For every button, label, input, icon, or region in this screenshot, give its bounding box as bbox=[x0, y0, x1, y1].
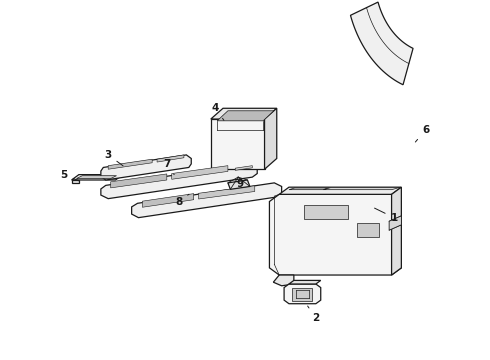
Polygon shape bbox=[228, 180, 250, 189]
Text: 7: 7 bbox=[163, 159, 174, 175]
Polygon shape bbox=[235, 166, 252, 170]
Polygon shape bbox=[392, 187, 401, 275]
Text: 6: 6 bbox=[416, 125, 429, 142]
Polygon shape bbox=[289, 280, 321, 284]
Polygon shape bbox=[357, 223, 379, 237]
Polygon shape bbox=[292, 288, 313, 301]
Text: 4: 4 bbox=[212, 103, 224, 120]
Polygon shape bbox=[157, 155, 184, 162]
Polygon shape bbox=[279, 187, 401, 194]
Polygon shape bbox=[265, 108, 277, 169]
Polygon shape bbox=[101, 164, 257, 199]
Text: 1: 1 bbox=[374, 208, 398, 222]
Polygon shape bbox=[350, 2, 413, 85]
Polygon shape bbox=[132, 183, 282, 218]
Polygon shape bbox=[198, 186, 255, 199]
Text: 9: 9 bbox=[237, 179, 244, 189]
Text: 2: 2 bbox=[308, 306, 319, 323]
Polygon shape bbox=[76, 176, 117, 179]
Polygon shape bbox=[217, 111, 274, 121]
Polygon shape bbox=[211, 119, 265, 169]
Polygon shape bbox=[111, 174, 167, 188]
Polygon shape bbox=[273, 275, 294, 286]
Text: 3: 3 bbox=[104, 150, 123, 166]
Polygon shape bbox=[172, 166, 228, 179]
Polygon shape bbox=[304, 205, 347, 220]
Polygon shape bbox=[284, 284, 321, 304]
Polygon shape bbox=[101, 155, 191, 180]
Polygon shape bbox=[270, 194, 401, 275]
Polygon shape bbox=[108, 159, 152, 169]
Polygon shape bbox=[389, 216, 401, 230]
Text: 8: 8 bbox=[175, 194, 189, 207]
Polygon shape bbox=[211, 108, 277, 119]
Text: 5: 5 bbox=[61, 170, 79, 181]
Polygon shape bbox=[72, 180, 79, 183]
Polygon shape bbox=[323, 188, 399, 190]
Polygon shape bbox=[289, 188, 329, 190]
Polygon shape bbox=[72, 175, 123, 180]
Polygon shape bbox=[143, 194, 194, 207]
